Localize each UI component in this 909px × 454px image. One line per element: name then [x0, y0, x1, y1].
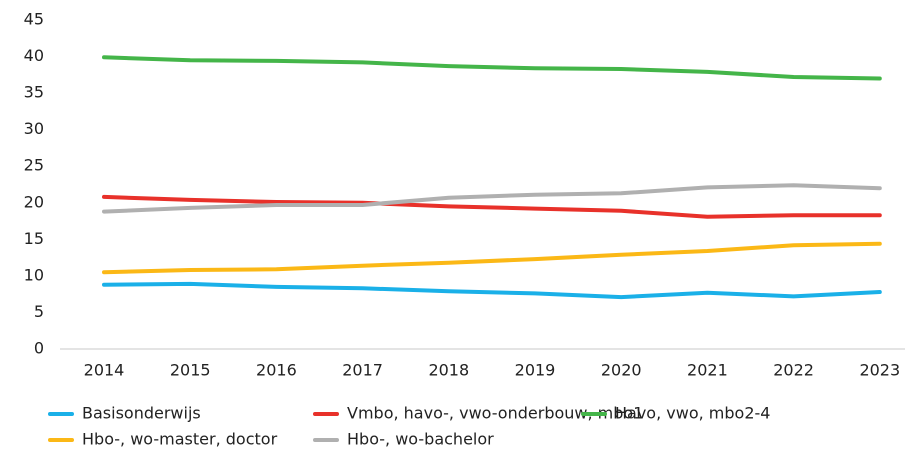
x-tick-label: 2018 [428, 361, 469, 380]
series-line [102, 241, 882, 275]
y-tick-label: 10 [24, 265, 44, 284]
legend-label: Basisonderwijs [82, 404, 201, 423]
y-tick-label: 30 [24, 119, 44, 138]
x-tick-label: 2015 [170, 361, 211, 380]
series-line [102, 55, 882, 81]
legend-label: Havo, vwo, mbo2-4 [615, 404, 770, 423]
x-tick-label: 2014 [84, 361, 125, 380]
y-tick-label: 25 [24, 156, 44, 175]
y-tick-label: 15 [24, 229, 44, 248]
y-tick-label: 5 [34, 302, 44, 321]
y-tick-label: 40 [24, 46, 44, 65]
legend-label: Vmbo, havo-, vwo-onderbouw, mbo1 [347, 404, 643, 423]
x-tick-label: 2021 [687, 361, 728, 380]
legend-label: Hbo-, wo-master, doctor [82, 430, 278, 449]
y-tick-label: 20 [24, 192, 44, 211]
series-line [102, 281, 882, 300]
x-tick-label: 2022 [773, 361, 814, 380]
y-tick-label: 45 [24, 10, 44, 29]
y-tick-label: 35 [24, 83, 44, 102]
x-tick-label: 2019 [515, 361, 556, 380]
x-tick-label: 2017 [342, 361, 383, 380]
legend-label: Hbo-, wo-bachelor [347, 430, 494, 449]
x-tick-label: 2016 [256, 361, 297, 380]
series-line [102, 183, 882, 214]
series-line [102, 194, 882, 219]
y-tick-label: 0 [34, 339, 44, 358]
x-tick-label: 2023 [859, 361, 900, 380]
x-tick-label: 2020 [601, 361, 642, 380]
